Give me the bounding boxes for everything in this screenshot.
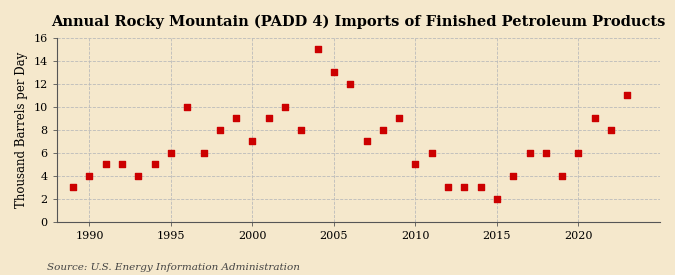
Point — [622, 93, 632, 97]
Point — [443, 185, 454, 189]
Point — [182, 104, 192, 109]
Point — [329, 70, 340, 74]
Point — [557, 174, 568, 178]
Point — [508, 174, 518, 178]
Point — [313, 47, 323, 51]
Point — [573, 150, 584, 155]
Point — [541, 150, 551, 155]
Point — [345, 81, 356, 86]
Point — [410, 162, 421, 166]
Point — [198, 150, 209, 155]
Point — [361, 139, 372, 143]
Point — [149, 162, 160, 166]
Point — [117, 162, 128, 166]
Point — [263, 116, 274, 120]
Text: Source: U.S. Energy Information Administration: Source: U.S. Energy Information Administ… — [47, 263, 300, 272]
Point — [296, 127, 306, 132]
Point — [247, 139, 258, 143]
Title: Annual Rocky Mountain (PADD 4) Imports of Finished Petroleum Products: Annual Rocky Mountain (PADD 4) Imports o… — [51, 15, 666, 29]
Point — [475, 185, 486, 189]
Point — [231, 116, 242, 120]
Point — [279, 104, 290, 109]
Point — [427, 150, 437, 155]
Point — [524, 150, 535, 155]
Y-axis label: Thousand Barrels per Day: Thousand Barrels per Day — [15, 51, 28, 208]
Point — [491, 197, 502, 201]
Point — [101, 162, 111, 166]
Point — [394, 116, 404, 120]
Point — [459, 185, 470, 189]
Point — [68, 185, 78, 189]
Point — [133, 174, 144, 178]
Point — [165, 150, 176, 155]
Point — [589, 116, 600, 120]
Point — [605, 127, 616, 132]
Point — [84, 174, 95, 178]
Point — [215, 127, 225, 132]
Point — [377, 127, 388, 132]
